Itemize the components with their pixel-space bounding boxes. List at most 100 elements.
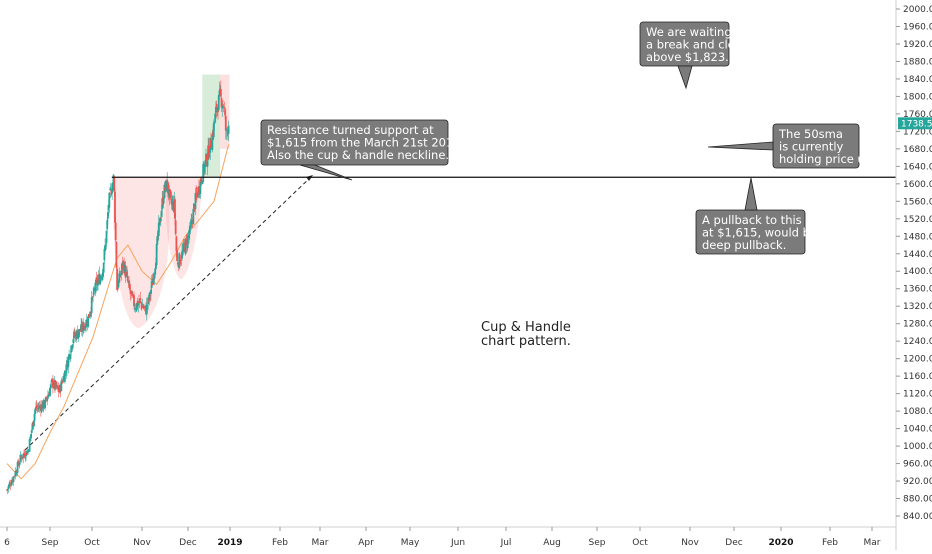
candle-body xyxy=(223,107,226,109)
y-tick-label: 1480.00 xyxy=(903,232,932,242)
candle-body xyxy=(87,316,90,327)
y-tick-label: 1680.00 xyxy=(903,145,932,155)
last-price-tag xyxy=(898,117,932,130)
y-tick-label: 1560.00 xyxy=(903,197,932,207)
candle-body xyxy=(36,407,39,409)
x-tick-label: Aug xyxy=(543,538,561,548)
candle-body xyxy=(118,273,121,283)
candle-body xyxy=(38,405,41,409)
candle-body xyxy=(90,297,93,313)
candle-body xyxy=(97,280,99,286)
candle-body xyxy=(222,106,225,108)
candle-body xyxy=(181,250,184,253)
x-tick-label: Jul xyxy=(500,538,512,548)
candle-body xyxy=(115,242,118,268)
candle-body xyxy=(88,315,91,318)
candle-body xyxy=(219,88,222,96)
candle-body xyxy=(127,280,130,283)
pattern-label-line: chart pattern. xyxy=(481,334,571,349)
cup-shade xyxy=(113,177,170,329)
x-tick-label: Feb xyxy=(272,538,288,548)
candle-body xyxy=(200,180,203,183)
candle-body xyxy=(14,470,17,477)
pullback-callout-line: deep pullback. xyxy=(702,238,786,252)
y-tick-label: 2000.00 xyxy=(903,5,932,15)
candle-body xyxy=(146,305,149,307)
candle-body xyxy=(167,181,169,192)
pattern-label-line: Cup & Handle xyxy=(481,320,571,335)
candle-body xyxy=(117,280,120,288)
candle-body xyxy=(150,289,152,294)
last-price-text: 1738.50 xyxy=(901,119,932,129)
candle-body xyxy=(168,189,171,199)
candle-body xyxy=(57,386,60,392)
x-tick-label: Mar xyxy=(312,538,329,548)
trend-arrowhead xyxy=(306,175,313,181)
resistance-callout[interactable]: Resistance turned support at$1,615 from … xyxy=(260,119,493,181)
sma-callout-pointer xyxy=(707,141,774,151)
candle-body xyxy=(181,251,183,259)
candle-body xyxy=(169,191,172,198)
candle-body xyxy=(224,115,227,131)
candle-body xyxy=(27,450,30,453)
candle-body xyxy=(138,299,141,302)
candle-body xyxy=(109,188,112,191)
resistance-callout-line: Also the cup & handle neckline. xyxy=(267,148,449,162)
candle-body xyxy=(139,298,142,301)
x-tick-label: Dec xyxy=(179,538,196,548)
y-tick-label: 1520.00 xyxy=(903,215,932,225)
candle-body xyxy=(120,270,123,275)
candle-body xyxy=(99,276,102,285)
candle-body xyxy=(103,249,106,261)
candle-body xyxy=(37,406,39,408)
candle-body xyxy=(206,160,209,167)
candle-body xyxy=(49,384,52,389)
y-tick-label: 960.00 xyxy=(903,460,932,470)
candle-body xyxy=(211,134,214,150)
candle-body xyxy=(55,381,58,388)
candle-body xyxy=(111,182,114,192)
candle-body xyxy=(186,236,189,249)
candle-body xyxy=(188,234,190,238)
candle-body xyxy=(163,184,166,199)
x-tick-label: Feb xyxy=(822,538,838,548)
candle-body xyxy=(8,482,11,486)
candle-body xyxy=(77,333,80,339)
candle-body xyxy=(108,192,111,208)
candle-body xyxy=(154,268,157,275)
x-tick-label: Oct xyxy=(84,538,100,548)
candle-body xyxy=(145,304,148,315)
candle-body xyxy=(70,345,73,353)
x-tick-label: Sep xyxy=(589,538,606,548)
candle-body xyxy=(69,354,72,359)
candle-body xyxy=(199,180,202,195)
y-tick-label: 1360.00 xyxy=(903,285,932,295)
candle-body xyxy=(30,434,32,438)
pullback-callout-pointer xyxy=(744,177,758,211)
candle-body xyxy=(104,244,107,246)
candle-body xyxy=(222,104,224,105)
candle-body xyxy=(176,262,179,265)
candle-body xyxy=(6,488,9,490)
candle-body xyxy=(17,460,20,465)
candle-body xyxy=(33,413,36,421)
candle-body xyxy=(132,294,135,296)
candle-body xyxy=(188,225,191,235)
waiting-callout-line: above $1,823. xyxy=(646,50,729,64)
x-tick-label: Sep xyxy=(42,538,59,548)
y-tick-label: 1600.00 xyxy=(903,180,932,190)
x-tick-label: Dec xyxy=(725,538,742,548)
candle-body xyxy=(13,476,15,478)
candle-body xyxy=(147,297,150,305)
candle-body xyxy=(52,386,55,389)
candle-body xyxy=(12,476,15,483)
candle-body xyxy=(39,405,42,407)
breakout-zone xyxy=(202,74,221,178)
candle-body xyxy=(142,305,145,308)
candle-body xyxy=(208,154,211,157)
